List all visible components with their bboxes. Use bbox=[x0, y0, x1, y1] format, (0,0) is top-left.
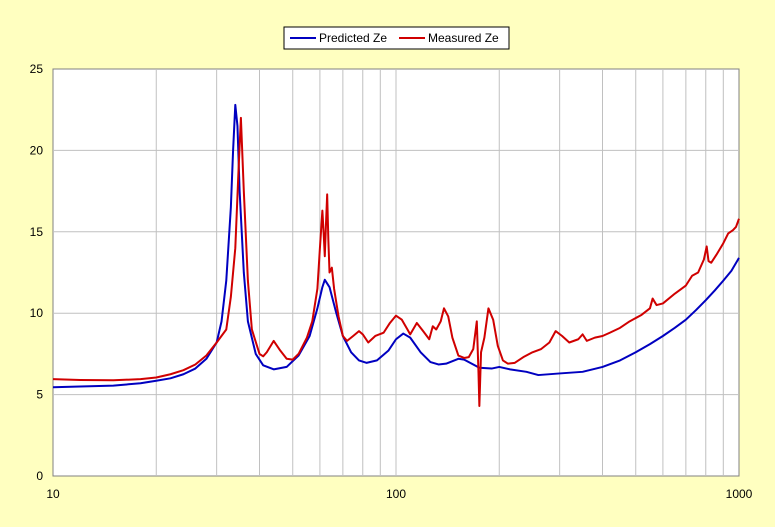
grid-lines bbox=[53, 69, 739, 476]
y-tick-label: 0 bbox=[36, 469, 43, 483]
legend-box bbox=[283, 26, 510, 50]
x-tick-label: 10 bbox=[46, 487, 60, 501]
y-tick-label: 25 bbox=[30, 62, 44, 76]
y-tick-label: 15 bbox=[30, 225, 44, 239]
series-line-predicted-ze bbox=[52, 103, 740, 389]
series-line-measured-ze bbox=[52, 116, 740, 407]
x-tick-label: 1000 bbox=[726, 487, 753, 501]
x-tick-label: 100 bbox=[386, 487, 406, 501]
x-axis-ticks: 10 100 1000 bbox=[46, 487, 752, 501]
y-axis-ticks: 0 5 10 15 20 25 bbox=[30, 62, 44, 483]
series-layer bbox=[52, 103, 740, 407]
legend-label-predicted-ze: Predicted Ze bbox=[319, 31, 387, 45]
y-tick-label: 10 bbox=[30, 306, 44, 320]
legend: Predicted Ze Measured Ze bbox=[283, 26, 510, 50]
y-tick-label: 5 bbox=[36, 388, 43, 402]
legend-label-measured-ze: Measured Ze bbox=[428, 31, 499, 45]
y-tick-label: 20 bbox=[30, 143, 44, 157]
